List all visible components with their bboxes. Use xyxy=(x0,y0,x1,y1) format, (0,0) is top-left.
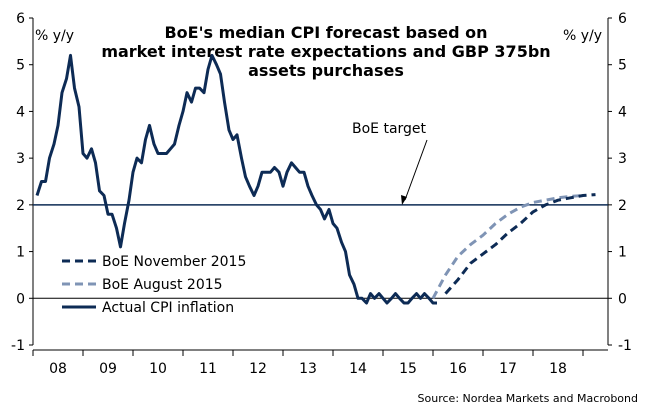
boe-target-annotation: BoE target xyxy=(352,121,427,137)
right-y-tick-label: -1 xyxy=(618,338,632,354)
legend-label-august: BoE August 2015 xyxy=(102,277,223,293)
left-y-tick-label: 3 xyxy=(16,151,25,167)
right-y-tick-label: 1 xyxy=(618,245,627,261)
right-axis-unit: % y/y xyxy=(563,28,602,44)
right-y-tick-label: 3 xyxy=(618,151,627,167)
series-line-actual-cpi xyxy=(35,53,437,305)
left-y-tick-label: -1 xyxy=(11,338,25,354)
left-y-axis: -1 0 1 2 3 4 5 6 xyxy=(11,11,33,354)
chart-title-line-1: BoE's median CPI forecast based on xyxy=(164,23,487,42)
right-y-tick-label: 4 xyxy=(618,104,627,120)
x-tick-label: 18 xyxy=(549,361,567,377)
left-axis-unit: % y/y xyxy=(35,28,74,44)
left-y-tick-label: 5 xyxy=(16,58,25,74)
chart-title-line-2: market interest rate expectations and GB… xyxy=(101,42,550,61)
x-tick-label: 14 xyxy=(349,361,367,377)
x-tick-label: 08 xyxy=(49,361,67,377)
right-y-tick-label: 2 xyxy=(618,198,627,214)
left-y-tick-label: 1 xyxy=(16,245,25,261)
x-tick-label: 12 xyxy=(249,361,267,377)
legend-label-november: BoE November 2015 xyxy=(102,254,246,270)
chart-legend: BoE November 2015 BoE August 2015 Actual… xyxy=(62,254,246,316)
x-tick-label: 11 xyxy=(199,361,217,377)
left-y-tick-label: 6 xyxy=(16,11,25,27)
boe-target-arrowhead xyxy=(401,195,407,205)
right-y-axis: -1 0 1 2 3 4 5 6 xyxy=(608,11,632,354)
left-y-tick-label: 2 xyxy=(16,198,25,214)
source-note: Source: Nordea Markets and Macrobond xyxy=(418,392,638,405)
boe-target-arrow xyxy=(404,139,428,201)
right-y-tick-label: 6 xyxy=(618,11,627,27)
x-tick-label: 13 xyxy=(299,361,317,377)
series-line-boe-november-2015 xyxy=(444,193,596,295)
right-y-tick-label: 5 xyxy=(618,58,627,74)
series-layer xyxy=(35,53,596,305)
right-y-tick-label: 0 xyxy=(618,291,627,307)
chart-title-line-3: assets purchases xyxy=(248,61,404,80)
x-tick-label: 09 xyxy=(99,361,117,377)
left-y-tick-label: 4 xyxy=(16,104,25,120)
x-tick-label: 16 xyxy=(449,361,467,377)
x-axis: 08 09 10 11 12 13 14 15 16 17 18 xyxy=(32,349,608,377)
legend-label-actual: Actual CPI inflation xyxy=(102,300,234,316)
left-y-tick-label: 0 xyxy=(16,291,25,307)
x-tick-label: 17 xyxy=(499,361,517,377)
x-tick-label: 10 xyxy=(149,361,167,377)
x-tick-label: 15 xyxy=(399,361,417,377)
